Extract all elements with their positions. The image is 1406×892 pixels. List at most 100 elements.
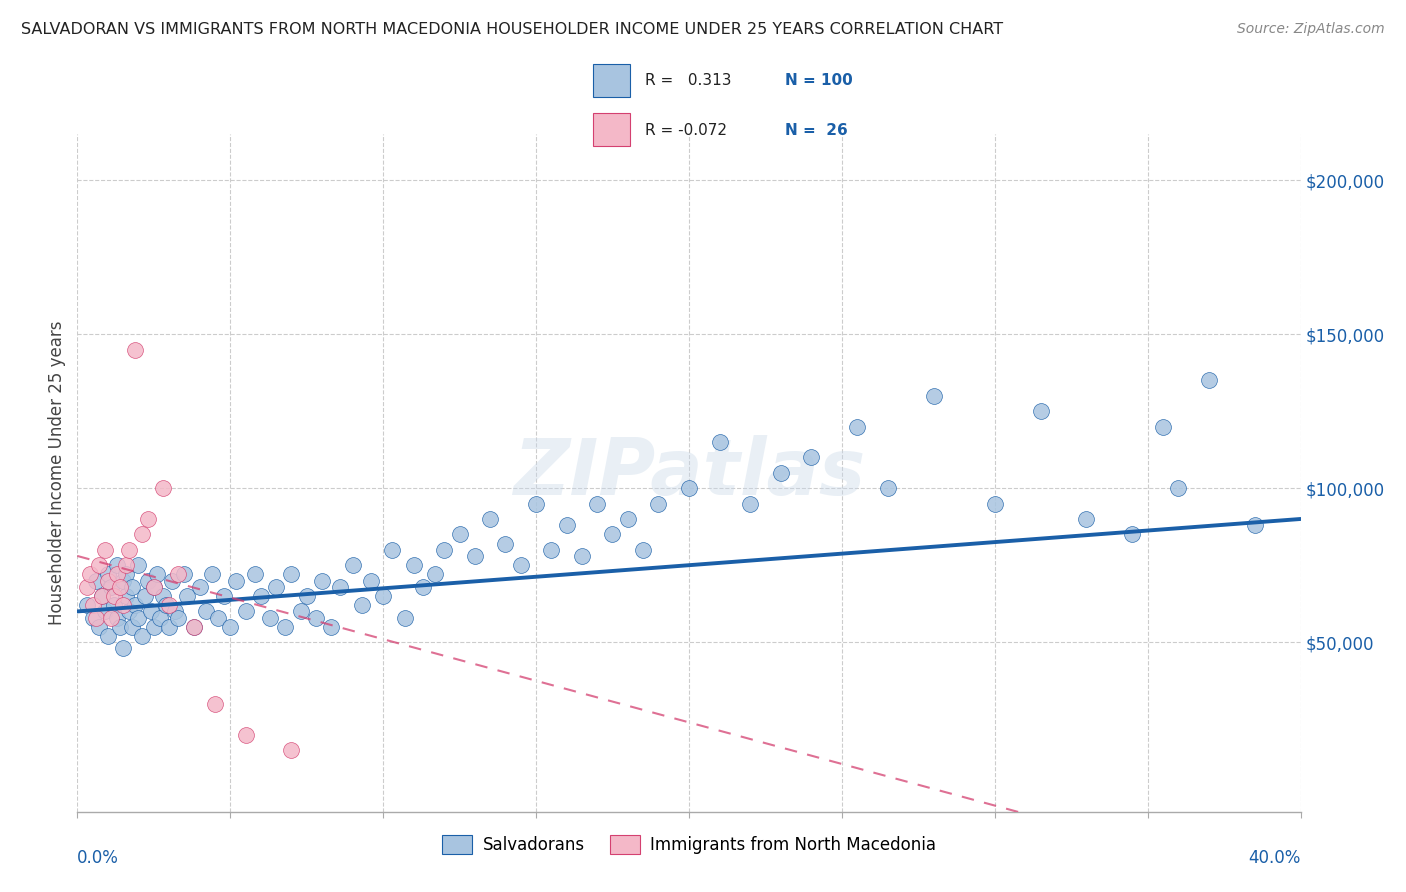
Point <box>225 574 247 588</box>
Point <box>149 610 172 624</box>
Point <box>131 527 153 541</box>
Point <box>381 542 404 557</box>
Point <box>183 620 205 634</box>
Point <box>412 580 434 594</box>
Point <box>1198 373 1220 387</box>
Point <box>647 497 669 511</box>
Point <box>709 434 731 449</box>
Point <box>207 610 229 624</box>
Point <box>155 599 177 613</box>
Point <box>274 620 297 634</box>
Text: R = -0.072: R = -0.072 <box>645 123 727 138</box>
Point <box>433 542 456 557</box>
Point <box>127 558 149 573</box>
Point <box>76 599 98 613</box>
Point <box>76 580 98 594</box>
Point <box>188 580 211 594</box>
Point <box>201 567 224 582</box>
Point <box>394 610 416 624</box>
Text: SALVADORAN VS IMMIGRANTS FROM NORTH MACEDONIA HOUSEHOLDER INCOME UNDER 25 YEARS : SALVADORAN VS IMMIGRANTS FROM NORTH MACE… <box>21 22 1004 37</box>
Point <box>134 589 156 603</box>
Point <box>139 604 162 618</box>
Point <box>183 620 205 634</box>
Text: Source: ZipAtlas.com: Source: ZipAtlas.com <box>1237 22 1385 37</box>
Point <box>555 518 578 533</box>
Point <box>602 527 624 541</box>
Point <box>118 604 141 618</box>
Text: N =  26: N = 26 <box>785 123 848 138</box>
Point <box>194 604 217 618</box>
Point <box>90 589 112 603</box>
Point <box>100 580 122 594</box>
Point <box>219 620 242 634</box>
Point <box>586 497 609 511</box>
Point <box>631 542 654 557</box>
Point <box>235 604 257 618</box>
Point <box>103 589 125 603</box>
Point <box>1167 481 1189 495</box>
Point <box>121 580 143 594</box>
Point <box>157 599 180 613</box>
Point <box>87 620 110 634</box>
Point <box>176 589 198 603</box>
Text: 40.0%: 40.0% <box>1249 849 1301 867</box>
Point <box>131 629 153 643</box>
Text: R =   0.313: R = 0.313 <box>645 72 733 87</box>
Point <box>124 599 146 613</box>
FancyBboxPatch shape <box>593 64 630 96</box>
Point <box>173 567 195 582</box>
Point <box>290 604 312 618</box>
Point <box>280 743 302 757</box>
Legend: Salvadorans, Immigrants from North Macedonia: Salvadorans, Immigrants from North Maced… <box>436 829 942 861</box>
Text: N = 100: N = 100 <box>785 72 852 87</box>
Point <box>115 589 138 603</box>
Point <box>127 610 149 624</box>
Point <box>121 620 143 634</box>
Point <box>524 497 547 511</box>
Point <box>495 536 517 550</box>
Point <box>146 567 169 582</box>
Point <box>84 610 107 624</box>
Text: ZIPatlas: ZIPatlas <box>513 434 865 511</box>
Point <box>142 580 165 594</box>
Point <box>402 558 425 573</box>
Point <box>371 589 394 603</box>
Point <box>617 512 640 526</box>
Point <box>311 574 333 588</box>
Point <box>84 574 107 588</box>
Point <box>540 542 562 557</box>
Point <box>115 567 138 582</box>
Point <box>212 589 235 603</box>
Point <box>1243 518 1265 533</box>
Point <box>167 610 190 624</box>
Point <box>94 542 117 557</box>
Point <box>922 389 945 403</box>
Point <box>124 343 146 357</box>
Point <box>160 574 183 588</box>
Point <box>82 599 104 613</box>
Point <box>769 466 792 480</box>
Point <box>800 450 823 465</box>
Point <box>105 610 128 624</box>
Point <box>100 610 122 624</box>
Point <box>97 629 120 643</box>
Point <box>1076 512 1098 526</box>
Point <box>112 574 135 588</box>
Point <box>509 558 531 573</box>
Point <box>108 580 131 594</box>
Point <box>678 481 700 495</box>
Y-axis label: Householder Income Under 25 years: Householder Income Under 25 years <box>48 320 66 625</box>
Point <box>305 610 328 624</box>
Point <box>165 604 187 618</box>
Text: 0.0%: 0.0% <box>77 849 120 867</box>
Point <box>1121 527 1143 541</box>
Point <box>136 512 159 526</box>
Point <box>112 599 135 613</box>
Point <box>115 558 138 573</box>
Point <box>97 574 120 588</box>
Point <box>142 580 165 594</box>
Point <box>105 567 128 582</box>
Point <box>295 589 318 603</box>
Point <box>105 558 128 573</box>
Point <box>740 497 762 511</box>
